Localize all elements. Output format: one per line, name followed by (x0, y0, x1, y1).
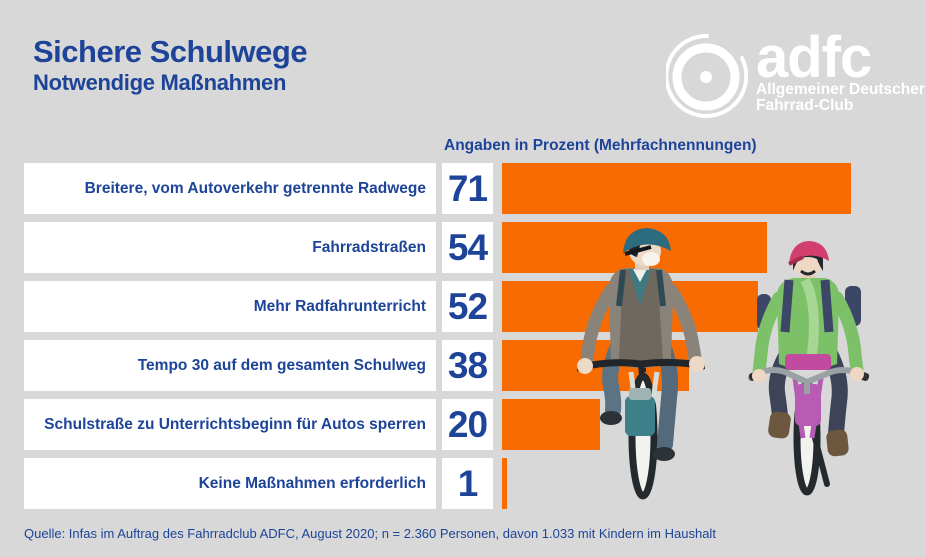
bar-value-box: 52 (442, 281, 493, 332)
source-note: Quelle: Infas im Auftrag des Fahrradclub… (24, 526, 716, 541)
page-title: Sichere Schulwege (33, 34, 308, 69)
bar-label: Schulstraße zu Unterrichtsbeginn für Aut… (44, 415, 426, 433)
bar-row: Schulstraße zu Unterrichtsbeginn für Aut… (24, 399, 851, 450)
bar-value-box: 71 (442, 163, 493, 214)
bar-value-box: 38 (442, 340, 493, 391)
bar-value: 71 (447, 167, 488, 209)
bar-label-box: Fahrradstraßen (24, 222, 436, 273)
bar (502, 163, 851, 214)
bar-label-box: Keine Maßnahmen erforderlich (24, 458, 436, 509)
bar-value-box: 1 (442, 458, 493, 509)
bar-label-box: Mehr Radfahrunterricht (24, 281, 436, 332)
bar-value: 1 (457, 462, 479, 504)
bar-row: Tempo 30 auf dem gesamten Schulweg 38 (24, 340, 851, 391)
chart-rows: Breitere, vom Autoverkehr getrennte Radw… (24, 163, 851, 517)
bicycle-wheel-icon (666, 33, 748, 118)
cyclist-girl-illustration (748, 241, 870, 496)
cyclist-boy-illustration (577, 228, 705, 500)
adfc-logo-text: adfc Allgemeiner Deutscher Fahrrad-Club (756, 26, 925, 114)
bar-label: Fahrradstraßen (312, 238, 426, 256)
bar-label: Keine Maßnahmen erforderlich (198, 474, 426, 492)
adfc-logo-line1: Allgemeiner Deutscher (756, 81, 925, 98)
bar-value: 54 (447, 226, 488, 268)
chart-header-note: Angaben in Prozent (Mehrfachnennungen) (444, 137, 757, 154)
bar (502, 399, 600, 450)
bar-row: Keine Maßnahmen erforderlich 1 (24, 458, 851, 509)
bar-value: 38 (447, 344, 488, 386)
adfc-logo-line2: Fahrrad-Club (756, 97, 854, 114)
adfc-brand-text: adfc (756, 25, 872, 90)
bar-row: Fahrradstraßen 54 (24, 222, 851, 273)
bar-label-box: Tempo 30 auf dem gesamten Schulweg (24, 340, 436, 391)
page-subtitle: Notwendige Maßnahmen (33, 70, 287, 95)
bar-row: Breitere, vom Autoverkehr getrennte Radw… (24, 163, 851, 214)
bar-value-box: 54 (442, 222, 493, 273)
bar-value: 52 (447, 285, 488, 327)
bar-value: 20 (447, 403, 488, 445)
bar-row: Mehr Radfahrunterricht 52 (24, 281, 851, 332)
bar-label: Tempo 30 auf dem gesamten Schulweg (137, 356, 426, 374)
bar (502, 458, 507, 509)
bar-label: Breitere, vom Autoverkehr getrennte Radw… (84, 179, 426, 197)
bar-label: Mehr Radfahrunterricht (253, 297, 426, 315)
bar-label-box: Breitere, vom Autoverkehr getrennte Radw… (24, 163, 436, 214)
bar-label-box: Schulstraße zu Unterrichtsbeginn für Aut… (24, 399, 436, 450)
adfc-logo: adfc Allgemeiner Deutscher Fahrrad-Club (666, 26, 925, 122)
bar-value-box: 20 (442, 399, 493, 450)
